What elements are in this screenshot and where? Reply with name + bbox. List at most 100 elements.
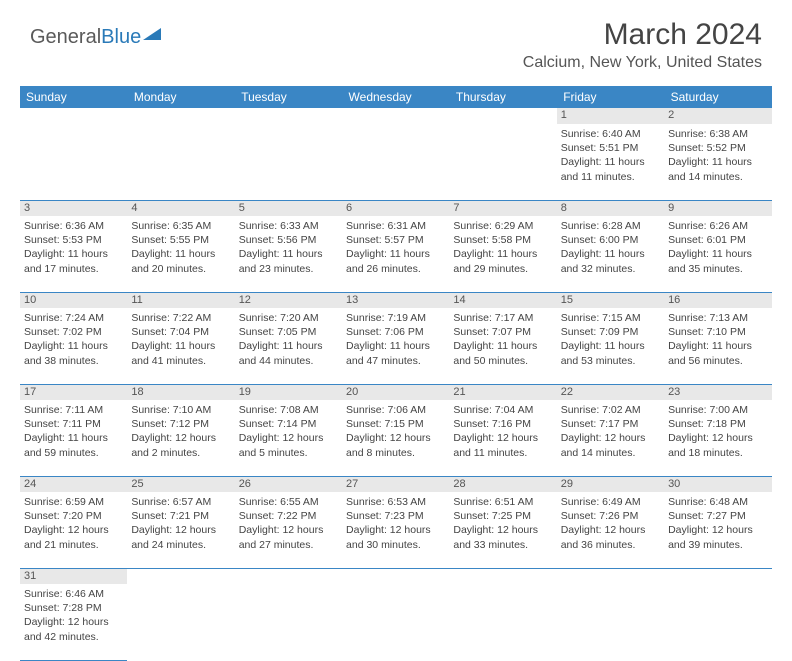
sunrise-line: Sunrise: 7:15 AM	[561, 311, 660, 325]
daylight-line: Daylight: 12 hours and 18 minutes.	[668, 431, 767, 459]
day-detail-cell: Sunrise: 6:36 AMSunset: 5:53 PMDaylight:…	[20, 216, 127, 292]
day-number-cell: 8	[557, 200, 664, 216]
day-detail: Sunrise: 6:51 AMSunset: 7:25 PMDaylight:…	[449, 492, 556, 556]
sunset-line: Sunset: 7:22 PM	[239, 509, 338, 523]
title-block: March 2024 Calcium, New York, United Sta…	[523, 18, 762, 72]
day-detail: Sunrise: 7:19 AMSunset: 7:06 PMDaylight:…	[342, 308, 449, 372]
day-number-cell: 21	[449, 384, 556, 400]
day-detail-cell: Sunrise: 6:28 AMSunset: 6:00 PMDaylight:…	[557, 216, 664, 292]
day-detail: Sunrise: 7:04 AMSunset: 7:16 PMDaylight:…	[449, 400, 556, 464]
day-number-cell: 29	[557, 476, 664, 492]
day-detail: Sunrise: 7:06 AMSunset: 7:15 PMDaylight:…	[342, 400, 449, 464]
sunrise-line: Sunrise: 6:57 AM	[131, 495, 230, 509]
logo-text-blue: Blue	[101, 26, 141, 49]
weekday-header: Friday	[557, 86, 664, 108]
day-number-cell: 23	[664, 384, 771, 400]
day-number-cell: 16	[664, 292, 771, 308]
sunrise-line: Sunrise: 6:31 AM	[346, 219, 445, 233]
day-number-cell: 15	[557, 292, 664, 308]
day-detail-cell: Sunrise: 6:53 AMSunset: 7:23 PMDaylight:…	[342, 492, 449, 568]
daylight-line: Daylight: 11 hours and 14 minutes.	[668, 155, 767, 183]
sunset-line: Sunset: 7:28 PM	[24, 601, 123, 615]
sunrise-line: Sunrise: 7:22 AM	[131, 311, 230, 325]
day-detail: Sunrise: 6:38 AMSunset: 5:52 PMDaylight:…	[664, 124, 771, 188]
day-detail-cell: Sunrise: 6:31 AMSunset: 5:57 PMDaylight:…	[342, 216, 449, 292]
sunset-line: Sunset: 5:51 PM	[561, 141, 660, 155]
day-number-cell	[235, 108, 342, 124]
day-number-row: 17181920212223	[20, 384, 772, 400]
daylight-line: Daylight: 11 hours and 29 minutes.	[453, 247, 552, 275]
day-detail-cell: Sunrise: 7:17 AMSunset: 7:07 PMDaylight:…	[449, 308, 556, 384]
daylight-line: Daylight: 12 hours and 8 minutes.	[346, 431, 445, 459]
day-number-cell	[20, 108, 127, 124]
daylight-line: Daylight: 12 hours and 24 minutes.	[131, 523, 230, 551]
day-detail-cell: Sunrise: 6:33 AMSunset: 5:56 PMDaylight:…	[235, 216, 342, 292]
sunrise-line: Sunrise: 7:08 AM	[239, 403, 338, 417]
day-number-cell: 24	[20, 476, 127, 492]
day-number-cell: 12	[235, 292, 342, 308]
weekday-header: Thursday	[449, 86, 556, 108]
day-number-cell: 6	[342, 200, 449, 216]
sunset-line: Sunset: 7:25 PM	[453, 509, 552, 523]
sunset-line: Sunset: 7:14 PM	[239, 417, 338, 431]
sunset-line: Sunset: 5:52 PM	[668, 141, 767, 155]
day-detail-cell: Sunrise: 7:24 AMSunset: 7:02 PMDaylight:…	[20, 308, 127, 384]
day-detail: Sunrise: 7:08 AMSunset: 7:14 PMDaylight:…	[235, 400, 342, 464]
day-detail: Sunrise: 6:53 AMSunset: 7:23 PMDaylight:…	[342, 492, 449, 556]
day-detail-cell	[557, 584, 664, 660]
day-number-cell: 7	[449, 200, 556, 216]
daylight-line: Daylight: 11 hours and 59 minutes.	[24, 431, 123, 459]
day-detail-cell: Sunrise: 6:48 AMSunset: 7:27 PMDaylight:…	[664, 492, 771, 568]
daylight-line: Daylight: 12 hours and 2 minutes.	[131, 431, 230, 459]
day-detail: Sunrise: 7:22 AMSunset: 7:04 PMDaylight:…	[127, 308, 234, 372]
day-detail-cell	[449, 124, 556, 200]
daylight-line: Daylight: 12 hours and 39 minutes.	[668, 523, 767, 551]
daylight-line: Daylight: 11 hours and 23 minutes.	[239, 247, 338, 275]
day-detail-cell: Sunrise: 6:51 AMSunset: 7:25 PMDaylight:…	[449, 492, 556, 568]
sunrise-line: Sunrise: 7:02 AM	[561, 403, 660, 417]
day-number-cell: 1	[557, 108, 664, 124]
sunrise-line: Sunrise: 7:06 AM	[346, 403, 445, 417]
day-detail-cell: Sunrise: 7:22 AMSunset: 7:04 PMDaylight:…	[127, 308, 234, 384]
day-number-cell: 2	[664, 108, 771, 124]
daylight-line: Daylight: 11 hours and 20 minutes.	[131, 247, 230, 275]
sunrise-line: Sunrise: 7:00 AM	[668, 403, 767, 417]
sunrise-line: Sunrise: 7:17 AM	[453, 311, 552, 325]
daylight-line: Daylight: 11 hours and 56 minutes.	[668, 339, 767, 367]
sunrise-line: Sunrise: 6:59 AM	[24, 495, 123, 509]
day-detail-row: Sunrise: 6:46 AMSunset: 7:28 PMDaylight:…	[20, 584, 772, 660]
day-number-cell: 27	[342, 476, 449, 492]
day-number-cell: 26	[235, 476, 342, 492]
sunset-line: Sunset: 7:16 PM	[453, 417, 552, 431]
daylight-line: Daylight: 11 hours and 38 minutes.	[24, 339, 123, 367]
day-number-cell: 30	[664, 476, 771, 492]
day-number-cell	[127, 108, 234, 124]
day-detail-row: Sunrise: 7:11 AMSunset: 7:11 PMDaylight:…	[20, 400, 772, 476]
sunrise-line: Sunrise: 6:26 AM	[668, 219, 767, 233]
day-number-cell: 20	[342, 384, 449, 400]
day-number-cell: 25	[127, 476, 234, 492]
sunset-line: Sunset: 5:57 PM	[346, 233, 445, 247]
day-detail-cell: Sunrise: 7:06 AMSunset: 7:15 PMDaylight:…	[342, 400, 449, 476]
day-detail-cell	[127, 584, 234, 660]
day-number-cell: 19	[235, 384, 342, 400]
day-number-cell: 28	[449, 476, 556, 492]
day-detail-row: Sunrise: 6:59 AMSunset: 7:20 PMDaylight:…	[20, 492, 772, 568]
day-number-row: 24252627282930	[20, 476, 772, 492]
sunrise-line: Sunrise: 7:20 AM	[239, 311, 338, 325]
day-detail-cell	[235, 124, 342, 200]
weekday-header-row: Sunday Monday Tuesday Wednesday Thursday…	[20, 86, 772, 108]
sunrise-line: Sunrise: 7:11 AM	[24, 403, 123, 417]
sunset-line: Sunset: 5:56 PM	[239, 233, 338, 247]
day-detail-cell: Sunrise: 6:35 AMSunset: 5:55 PMDaylight:…	[127, 216, 234, 292]
day-number-cell: 17	[20, 384, 127, 400]
day-number-cell: 3	[20, 200, 127, 216]
header: GeneralBlue March 2024 Calcium, New York…	[0, 0, 792, 78]
day-number-cell: 31	[20, 568, 127, 584]
day-detail: Sunrise: 7:17 AMSunset: 7:07 PMDaylight:…	[449, 308, 556, 372]
day-detail-cell	[235, 584, 342, 660]
sunset-line: Sunset: 7:27 PM	[668, 509, 767, 523]
day-detail-row: Sunrise: 6:36 AMSunset: 5:53 PMDaylight:…	[20, 216, 772, 292]
calendar-table: Sunday Monday Tuesday Wednesday Thursday…	[20, 86, 772, 661]
day-number-row: 3456789	[20, 200, 772, 216]
